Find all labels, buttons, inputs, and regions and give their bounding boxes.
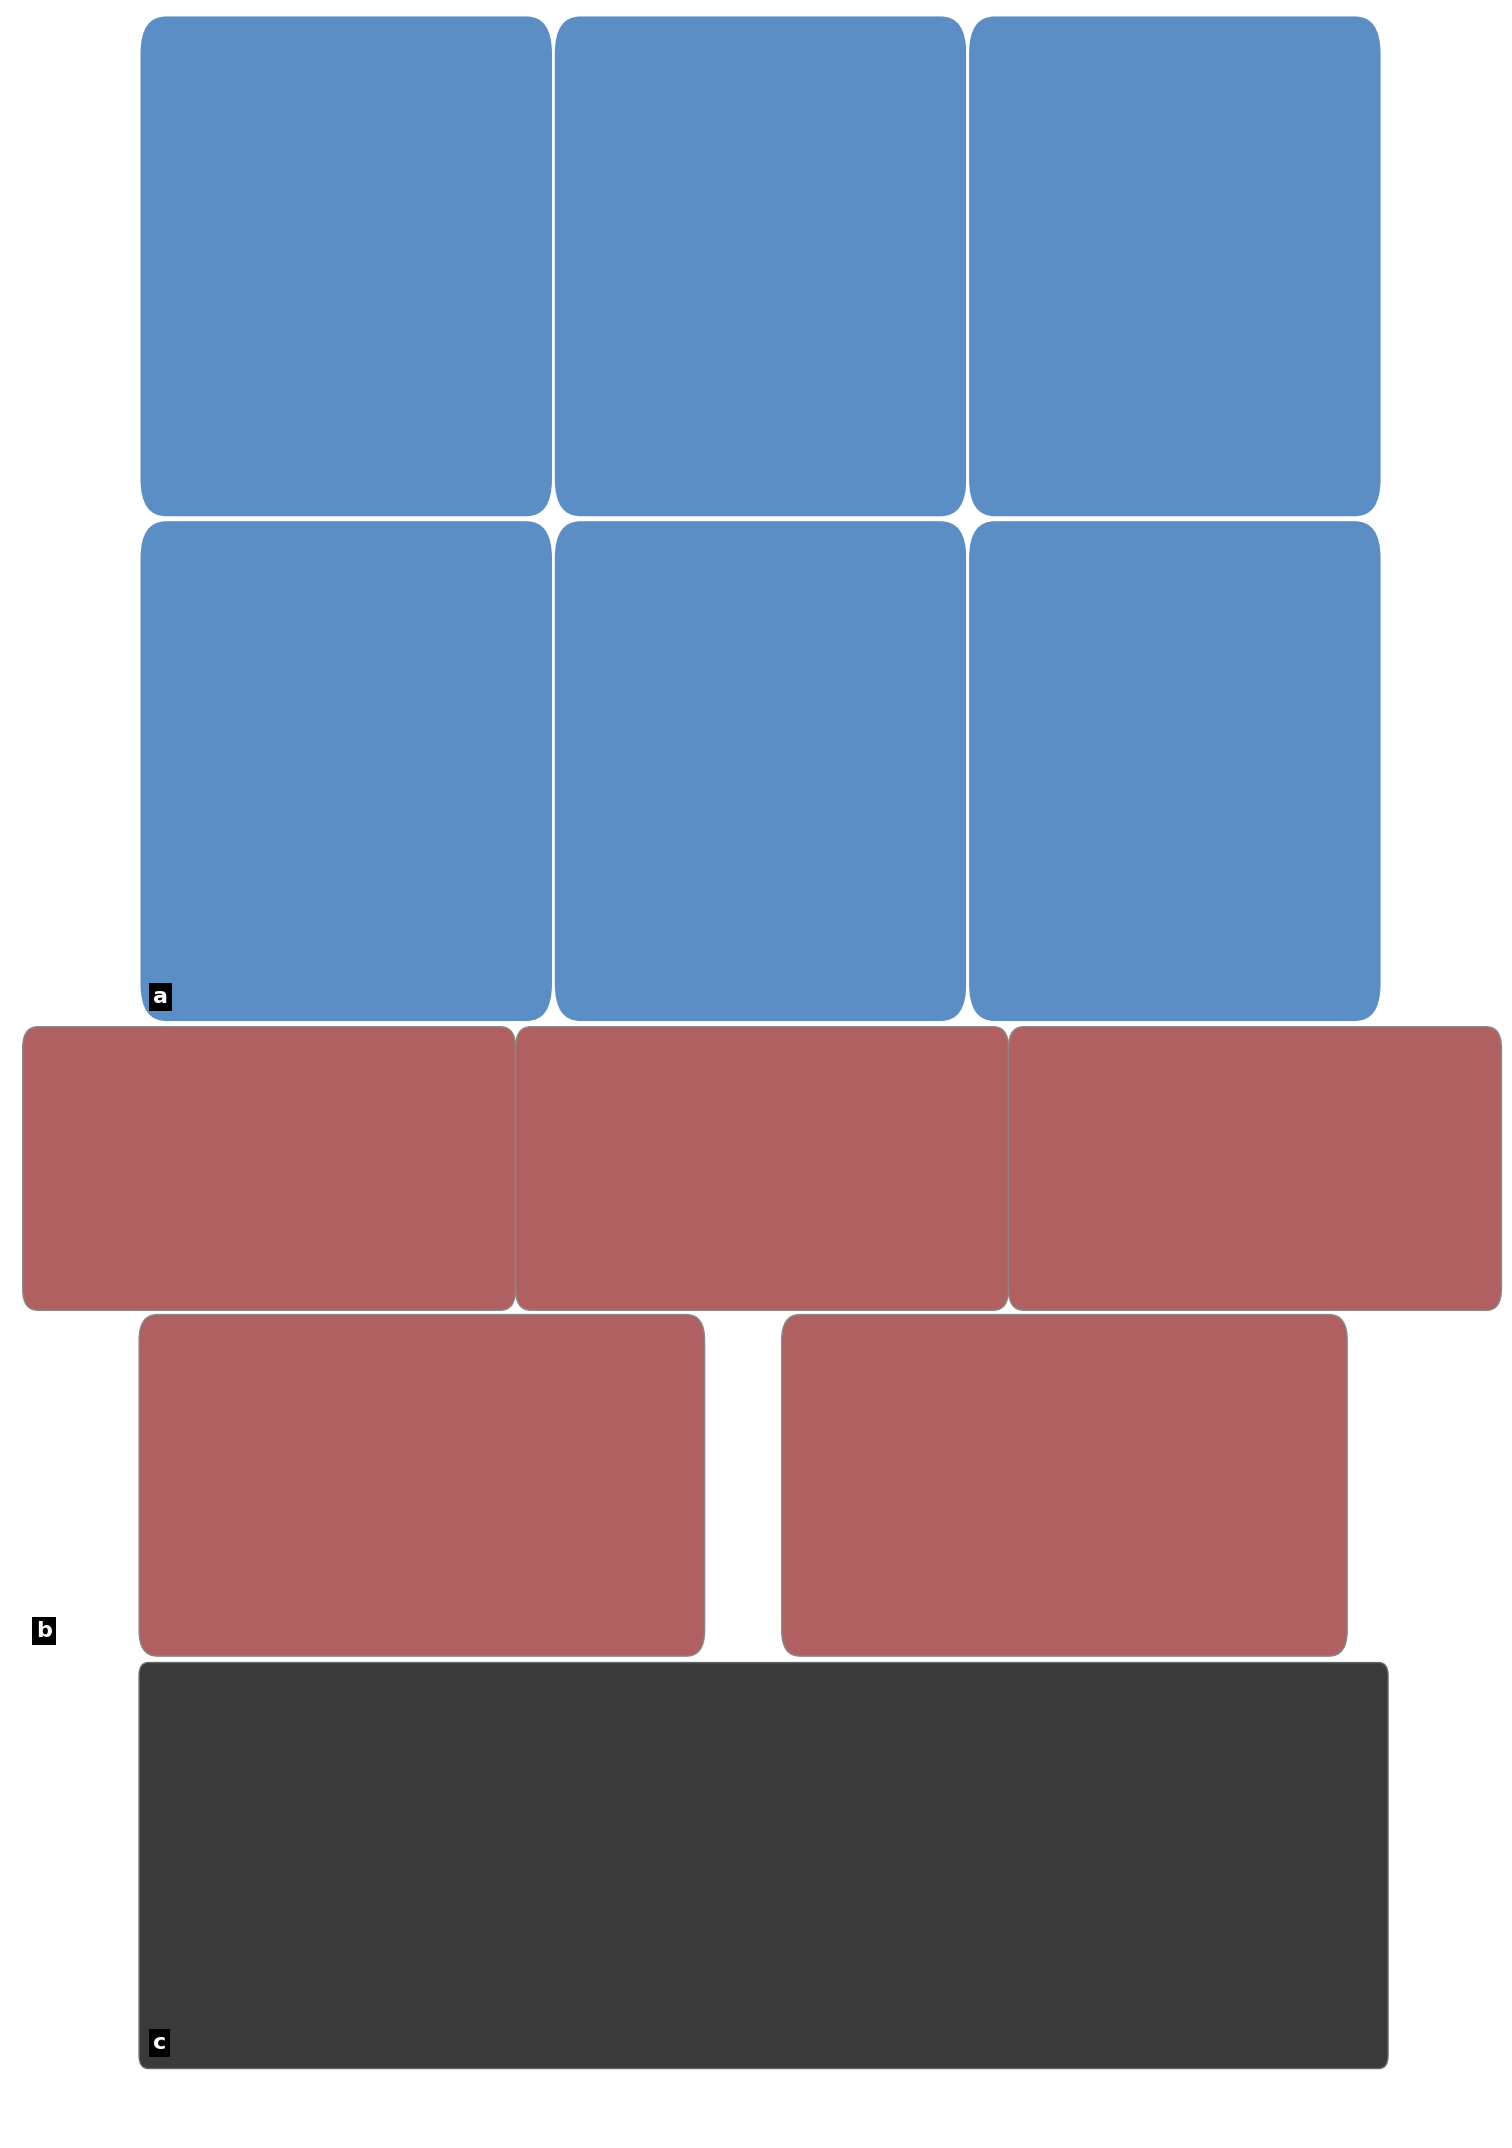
- FancyBboxPatch shape: [553, 520, 968, 1022]
- FancyBboxPatch shape: [139, 1315, 705, 1656]
- FancyBboxPatch shape: [968, 520, 1382, 1022]
- FancyBboxPatch shape: [782, 1315, 1347, 1656]
- FancyBboxPatch shape: [139, 520, 553, 1022]
- FancyBboxPatch shape: [23, 1027, 516, 1310]
- FancyBboxPatch shape: [553, 15, 968, 518]
- FancyBboxPatch shape: [1009, 1027, 1501, 1310]
- Text: a: a: [153, 988, 168, 1007]
- FancyBboxPatch shape: [516, 1027, 1009, 1310]
- FancyBboxPatch shape: [139, 1663, 1388, 2069]
- FancyBboxPatch shape: [968, 15, 1382, 518]
- Text: b: b: [36, 1622, 51, 1641]
- Text: c: c: [153, 2034, 166, 2053]
- FancyBboxPatch shape: [139, 15, 553, 518]
